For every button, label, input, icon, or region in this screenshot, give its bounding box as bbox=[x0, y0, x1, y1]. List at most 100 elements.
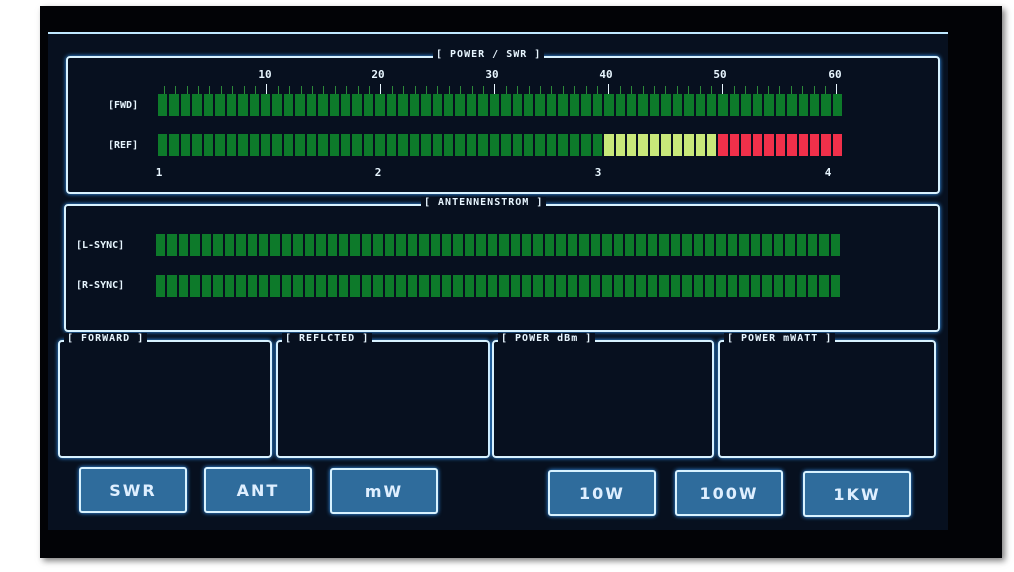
bar-segment bbox=[533, 234, 543, 256]
power-scale-10: 10 bbox=[258, 68, 272, 81]
bar-segment bbox=[773, 275, 784, 297]
bar-segment bbox=[647, 234, 658, 256]
power-swr-title: [ POWER / SWR ] bbox=[433, 49, 545, 60]
bar-segment bbox=[419, 234, 429, 256]
bar-segment bbox=[316, 275, 326, 297]
scale-tick bbox=[414, 86, 416, 94]
scale-tick bbox=[596, 86, 598, 94]
bar-segment bbox=[693, 275, 703, 297]
bar-segment bbox=[180, 134, 191, 156]
scale-tick bbox=[722, 84, 724, 94]
bar-segment bbox=[809, 134, 820, 156]
scale-tick bbox=[802, 86, 804, 94]
bar-segment bbox=[672, 134, 683, 156]
scale-tick bbox=[425, 86, 427, 94]
bar-segment bbox=[178, 275, 189, 297]
bar-segment bbox=[556, 234, 566, 256]
bar-segment bbox=[361, 275, 372, 297]
bar-segment bbox=[226, 134, 237, 156]
bar-segment bbox=[316, 234, 326, 256]
bar-segment bbox=[281, 275, 292, 297]
swr-button[interactable]: SWR bbox=[79, 467, 187, 513]
bar-segment bbox=[375, 134, 385, 156]
bar-segment bbox=[729, 94, 740, 116]
bar-segment bbox=[705, 234, 715, 256]
bar-segment bbox=[684, 134, 694, 156]
bar-segment bbox=[626, 94, 637, 116]
bar-segment bbox=[407, 275, 418, 297]
bar-segment bbox=[604, 134, 614, 156]
r-sync-label: [R-SYNC] bbox=[76, 280, 125, 291]
bar-segment bbox=[546, 134, 557, 156]
scale-tick bbox=[197, 86, 199, 94]
bar-segment bbox=[201, 275, 212, 297]
bar-segment bbox=[203, 134, 214, 156]
bar-segment bbox=[821, 134, 831, 156]
scale-tick bbox=[688, 86, 690, 94]
forward-title: [ FORWARD ] bbox=[64, 333, 148, 344]
bar-segment bbox=[270, 234, 280, 256]
bar-segment bbox=[443, 94, 454, 116]
bar-segment bbox=[295, 134, 305, 156]
bar-segment bbox=[419, 275, 429, 297]
bar-segment bbox=[819, 234, 829, 256]
power-scale-50: 50 bbox=[713, 68, 727, 81]
bar-segment bbox=[739, 234, 749, 256]
bar-segment bbox=[192, 94, 202, 116]
1kw-button[interactable]: 1KW bbox=[803, 471, 911, 517]
power-dbm-title: [ POWER dBm ] bbox=[498, 333, 596, 344]
bar-segment bbox=[693, 234, 703, 256]
power-scale-30: 30 bbox=[485, 68, 499, 81]
bar-segment bbox=[819, 275, 829, 297]
ref-label: [REF] bbox=[108, 140, 139, 151]
scale-tick bbox=[767, 86, 769, 94]
power-scale-40: 40 bbox=[599, 68, 613, 81]
bar-segment bbox=[785, 275, 795, 297]
fwd-label: [FWD] bbox=[108, 100, 139, 111]
bar-segment bbox=[592, 94, 603, 116]
bar-segment bbox=[190, 234, 200, 256]
bar-segment bbox=[558, 134, 568, 156]
bar-segment bbox=[787, 94, 797, 116]
scale-tick bbox=[585, 86, 587, 94]
bar-segment bbox=[499, 275, 509, 297]
bar-segment bbox=[615, 134, 625, 156]
bar-segment bbox=[581, 94, 591, 116]
bar-segment bbox=[682, 275, 692, 297]
bar-segment bbox=[785, 234, 795, 256]
bar-segment bbox=[384, 234, 395, 256]
bar-segment bbox=[501, 134, 511, 156]
mw-button[interactable]: mW bbox=[330, 468, 438, 514]
scale-tick bbox=[653, 86, 655, 94]
scale-tick bbox=[403, 86, 405, 94]
bar-segment bbox=[773, 234, 784, 256]
bar-segment bbox=[167, 234, 177, 256]
power-swr-panel: [ POWER / SWR ] [FWD] [REF] 10 20 30 40 … bbox=[66, 49, 940, 194]
bar-segment bbox=[260, 134, 271, 156]
scale-tick bbox=[574, 86, 576, 94]
bar-segment bbox=[613, 234, 623, 256]
ref-bar bbox=[158, 134, 843, 156]
bar-segment bbox=[373, 234, 383, 256]
bar-segment bbox=[453, 234, 463, 256]
ant-button[interactable]: ANT bbox=[204, 467, 312, 513]
antennenstrom-panel: [ ANTENNENSTROM ] [L-SYNC] [R-SYNC] bbox=[64, 197, 940, 332]
bar-segment bbox=[670, 234, 681, 256]
bar-segment bbox=[501, 94, 511, 116]
bar-segment bbox=[213, 234, 223, 256]
bar-segment bbox=[293, 234, 303, 256]
100w-button[interactable]: 100W bbox=[675, 470, 783, 516]
bar-segment bbox=[203, 94, 214, 116]
bar-segment bbox=[638, 94, 648, 116]
bar-segment bbox=[306, 94, 317, 116]
bar-segment bbox=[830, 234, 841, 256]
10w-button[interactable]: 10W bbox=[548, 470, 656, 516]
r-sync-bar bbox=[156, 275, 841, 297]
bar-segment bbox=[510, 275, 520, 297]
scale-tick bbox=[346, 86, 348, 94]
screen: [ POWER / SWR ] [FWD] [REF] 10 20 30 40 … bbox=[48, 32, 948, 530]
scale-tick bbox=[334, 86, 336, 94]
bar-segment bbox=[409, 134, 420, 156]
scale-tick bbox=[186, 86, 188, 94]
scale-tick bbox=[824, 86, 826, 94]
